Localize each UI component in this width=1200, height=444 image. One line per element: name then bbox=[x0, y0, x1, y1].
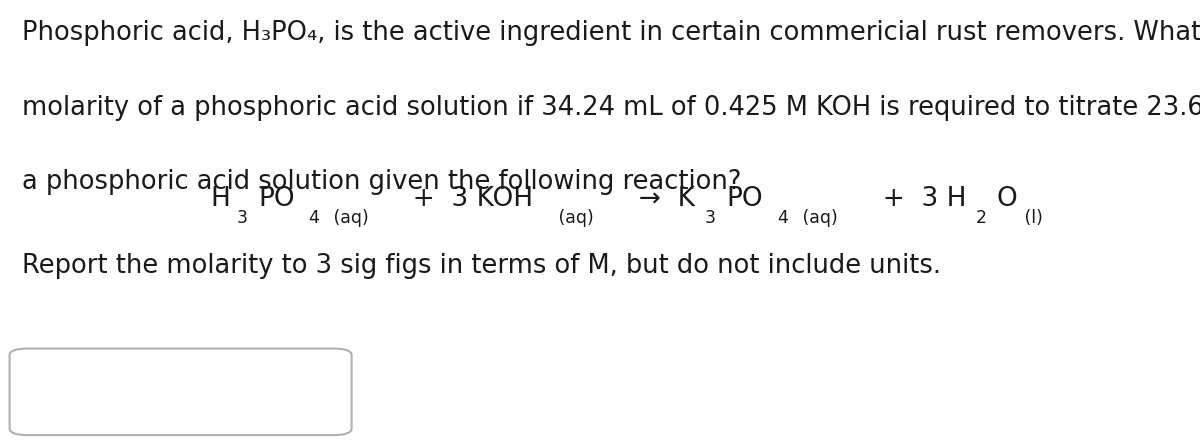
Text: H: H bbox=[210, 186, 230, 213]
Text: a phosphoric acid solution given the following reaction?: a phosphoric acid solution given the fol… bbox=[22, 169, 740, 195]
FancyBboxPatch shape bbox=[10, 349, 352, 435]
Text: PO: PO bbox=[258, 186, 295, 213]
Text: 4: 4 bbox=[308, 209, 319, 227]
Text: 3: 3 bbox=[704, 209, 715, 227]
Text: 3: 3 bbox=[236, 209, 247, 227]
Text: Report the molarity to 3 sig figs in terms of M, but do not include units.: Report the molarity to 3 sig figs in ter… bbox=[22, 253, 941, 279]
Text: (l): (l) bbox=[1019, 209, 1043, 227]
Text: (aq): (aq) bbox=[328, 209, 368, 227]
Text: →  K: → K bbox=[622, 186, 695, 213]
Text: O: O bbox=[996, 186, 1016, 213]
Text: PO: PO bbox=[726, 186, 763, 213]
Text: 2: 2 bbox=[976, 209, 986, 227]
Text: molarity of a phosphoric acid solution if 34.24 mL of 0.425 M KOH is required to: molarity of a phosphoric acid solution i… bbox=[22, 95, 1200, 122]
Text: (aq): (aq) bbox=[553, 209, 594, 227]
Text: +  3 KOH: + 3 KOH bbox=[396, 186, 533, 213]
Text: +  3 H: + 3 H bbox=[866, 186, 967, 213]
Text: (aq): (aq) bbox=[797, 209, 838, 227]
Text: Phosphoric acid, H₃PO₄, is the active ingredient in certain commericial rust rem: Phosphoric acid, H₃PO₄, is the active in… bbox=[22, 20, 1200, 46]
Text: 4: 4 bbox=[778, 209, 788, 227]
